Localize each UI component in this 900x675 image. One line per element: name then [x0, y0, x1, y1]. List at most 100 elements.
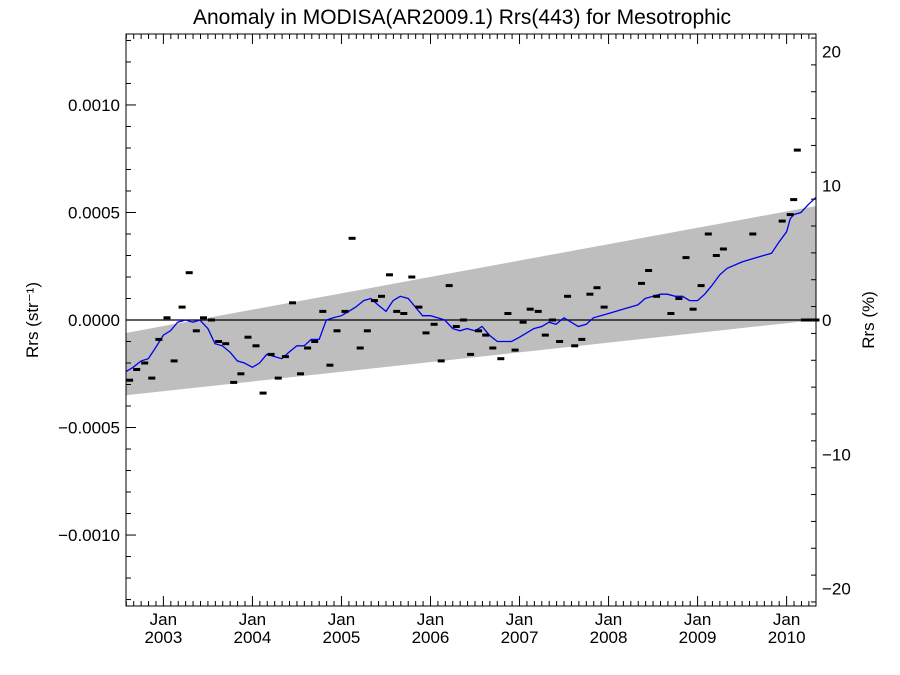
anomaly-marker — [445, 284, 453, 288]
anomaly-marker — [163, 316, 171, 320]
anomaly-marker — [586, 292, 594, 296]
y-left-tick-label: −0.0005 — [58, 419, 120, 438]
anomaly-marker — [274, 376, 282, 380]
anomaly-marker — [793, 148, 801, 152]
anomaly-marker — [393, 309, 401, 313]
anomaly-marker — [200, 316, 207, 320]
anomaly-marker — [459, 318, 467, 322]
anomaly-marker — [638, 281, 645, 285]
anomaly-marker — [356, 346, 364, 350]
anomaly-marker — [348, 236, 356, 240]
anomaly-marker — [467, 352, 475, 356]
x-tick-month-label: Jan — [595, 610, 622, 629]
anomaly-marker — [593, 286, 601, 290]
anomaly-marker — [645, 269, 653, 272]
x-tick-month-label: Jan — [773, 610, 800, 629]
x-tick-month-label: Jan — [684, 610, 711, 629]
anomaly-marker — [259, 391, 267, 395]
anomaly-marker — [297, 372, 304, 376]
anomaly-marker — [386, 273, 393, 277]
anomaly-marker — [600, 305, 608, 309]
anomaly-marker — [311, 340, 319, 343]
anomaly-marker — [489, 346, 497, 350]
running-mean-line — [125, 196, 817, 373]
anomaly-marker — [504, 312, 512, 315]
confidence-band — [126, 206, 816, 396]
y-right-tick-label: 0 — [822, 311, 831, 330]
anomaly-marker — [578, 337, 586, 341]
y-left-tick-label: 0.0000 — [68, 311, 120, 330]
anomaly-marker — [222, 342, 230, 346]
anomaly-marker — [556, 340, 564, 343]
anomaly-marker — [208, 318, 215, 322]
x-tick-year-label: 2004 — [234, 628, 272, 647]
anomaly-marker — [289, 301, 296, 305]
y-axis-label-right: Rrs (%) — [859, 291, 878, 349]
anomaly-marker — [304, 346, 312, 350]
y-right-tick-label: 10 — [822, 177, 841, 196]
x-tick-month-label: Jan — [150, 610, 177, 629]
anomaly-marker — [452, 325, 460, 328]
x-tick-year-label: 2005 — [323, 628, 361, 647]
anomaly-marker — [215, 340, 223, 343]
anomaly-marker — [526, 307, 534, 311]
anomaly-marker — [333, 329, 341, 333]
x-tick-year-label: 2006 — [412, 628, 450, 647]
anomaly-marker — [778, 219, 786, 223]
anomaly-marker — [400, 312, 408, 315]
anomaly-marker — [675, 297, 683, 300]
anomaly-marker — [370, 299, 378, 303]
x-tick-year-label: 2008 — [590, 628, 628, 647]
anomaly-marker — [541, 333, 549, 337]
anomaly-marker — [170, 359, 178, 363]
anomaly-marker — [482, 333, 490, 337]
anomaly-marker — [126, 378, 134, 382]
y-left-tick-label: 0.0005 — [68, 203, 120, 222]
anomaly-marker — [133, 368, 141, 371]
anomaly-marker — [319, 309, 327, 313]
anomaly-marker — [155, 337, 163, 341]
y-right-tick-label: 20 — [822, 42, 841, 61]
y-left-tick-label: 0.0010 — [68, 96, 120, 115]
anomaly-marker — [415, 305, 423, 309]
anomaly-marker — [689, 307, 697, 311]
anomaly-marker — [341, 309, 349, 313]
x-tick-year-label: 2010 — [768, 628, 806, 647]
anomaly-marker — [549, 318, 556, 322]
y-right-tick-label: −20 — [822, 580, 851, 599]
anomaly-marker — [408, 275, 416, 279]
anomaly-marker — [475, 329, 483, 333]
y-left-tick-label: −0.0010 — [58, 526, 120, 545]
anomaly-marker — [148, 376, 156, 380]
anomaly-marker — [704, 232, 712, 236]
anomaly-marker — [571, 344, 579, 348]
anomaly-marker — [178, 305, 186, 309]
x-tick-month-label: Jan — [506, 610, 533, 629]
anomaly-marker — [230, 380, 238, 384]
x-tick-year-label: 2003 — [144, 628, 182, 647]
anomaly-marker — [653, 294, 661, 298]
anomaly-marker — [192, 329, 200, 333]
anomaly-marker — [437, 359, 445, 363]
anomaly-marker — [786, 213, 794, 217]
anomaly-marker — [430, 322, 438, 326]
y-right-tick-label: −10 — [822, 445, 851, 464]
anomaly-marker — [790, 198, 798, 202]
anomaly-marker — [800, 318, 808, 322]
anomaly-marker — [719, 247, 727, 251]
anomaly-marker — [667, 312, 675, 315]
anomaly-marker — [697, 284, 705, 288]
anomaly-marker — [534, 309, 542, 313]
anomaly-marker — [281, 355, 289, 359]
anomaly-marker — [378, 294, 385, 298]
x-tick-month-label: Jan — [417, 610, 444, 629]
anomaly-marker — [805, 318, 813, 322]
anomaly-marker — [237, 372, 245, 376]
anomaly-marker — [185, 271, 193, 275]
x-tick-month-label: Jan — [328, 610, 355, 629]
anomaly-marker — [141, 361, 149, 365]
anomaly-marker — [564, 294, 572, 298]
anomaly-marker — [712, 254, 720, 257]
anomaly-marker — [244, 335, 252, 339]
